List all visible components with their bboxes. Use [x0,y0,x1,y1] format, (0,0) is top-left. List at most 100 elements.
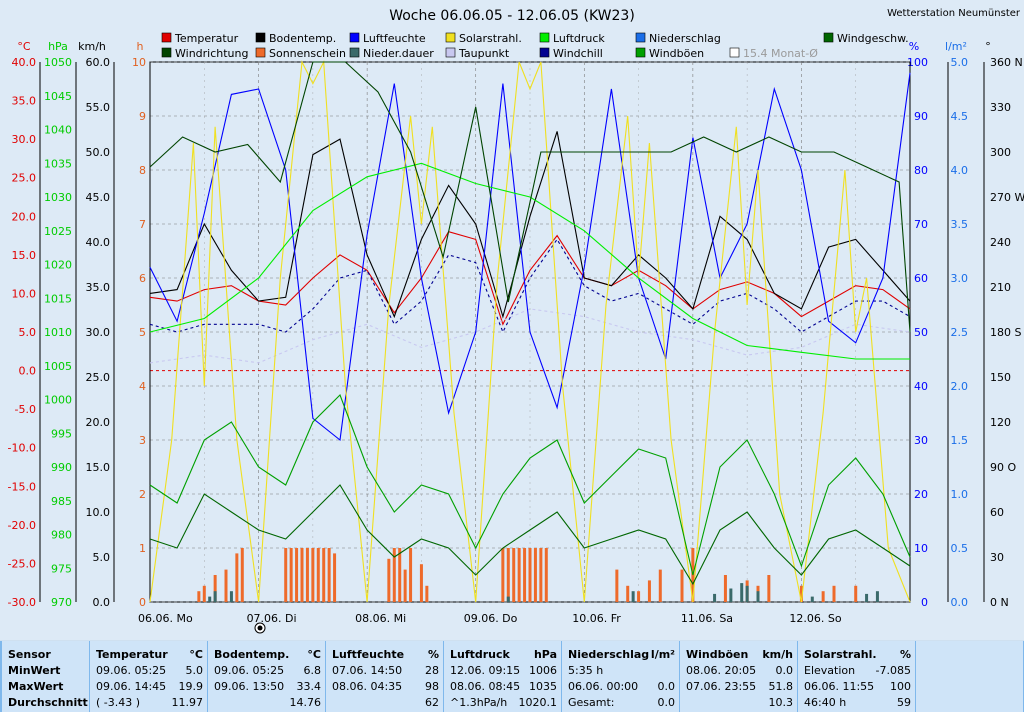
sunshine-bar [637,591,641,602]
stats-row: MinWert [8,663,85,679]
stats-cell-label: 08.06. 20:05 [686,664,757,677]
wind-tick-label: 55.0 [86,101,111,114]
temp-tick-label: -10.0 [8,442,36,455]
direction-tick-label: 150 [990,371,1011,384]
stats-column: Solarstrahl.% Elevation -7.085 06.06. 11:55… [798,641,916,712]
rain-bar [756,591,760,602]
stats-cell-label: 46:40 h [804,696,847,709]
stats-row: 10.3 [686,695,794,711]
sunshine-bar [392,548,396,602]
axis-unit-left: km/h [78,40,106,53]
stats-column: Luftfeuchte% 07.06. 14:50 28 08.06. 04:35 98… [326,641,444,712]
station-name: Wetterstation Neumünster [887,8,1021,19]
sunshine-bar [197,591,201,602]
x-tick-label: 07.06. Di [247,612,297,625]
sunshine-bar [658,569,662,602]
humidity-tick-label: 40 [914,380,928,393]
pressure-tick-label: 1050 [44,56,72,69]
humidity-tick-label: 90 [914,110,928,123]
rain-bar [865,593,869,602]
stats-cell-label: 08.06. 08:45 [450,680,521,693]
stats-header: Bodentemp. °C [214,647,321,663]
pressure-tick-label: 970 [51,596,72,609]
stats-row: 09.06. 13:50 33.4 [214,679,321,695]
sunshine-bar [333,553,337,602]
sunshine-bar [533,548,537,602]
stats-cell-label: 12.06. 09:15 [450,664,521,677]
stats-row: 09.06. 05:25 5.0 [96,663,203,679]
legend-label: 15.4 Monat-Ø [743,47,818,60]
stats-header-unit: % [427,648,439,661]
rain-tick-label: 0.5 [951,542,969,555]
legend-swatch [635,47,646,58]
pressure-tick-label: 985 [51,495,72,508]
legend-swatch [161,47,172,58]
sunshine-bar [300,548,304,602]
legend-label: Niederschlag [649,32,721,45]
x-tick-label: 06.06. Mo [138,612,193,625]
humidity-tick-label: 50 [914,326,928,339]
sunshine-bar [387,558,391,602]
temp-tick-label: -5.0 [15,403,36,416]
sunshine-bar [647,580,651,602]
stats-cell-label: 07.06. 23:55 [686,680,757,693]
sunshine-bar [425,585,429,602]
legend-swatch [823,32,834,43]
rain-bar [208,596,212,602]
temp-tick-label: 30.0 [12,133,37,146]
sunshine-bar [832,585,836,602]
legend-swatch [349,32,360,43]
stats-row: 08.06. 04:35 98 [332,679,439,695]
sunshine-bar [305,548,309,602]
series-line-windgeschw- [149,484,911,586]
sunshine-bar [284,548,288,602]
wind-tick-label: 0.0 [93,596,111,609]
stats-column: Luftdruck hPa 12.06. 09:15 1006 08.06. 08:45… [444,641,562,712]
stats-cell-value: 98 [425,680,439,693]
sunshine-bar [501,548,505,602]
sunshine-bar [723,575,727,602]
stats-row: 07.06. 14:50 28 [332,663,439,679]
stats-row: 12.06. 09:15 1006 [450,663,557,679]
x-tick-label: 11.06. Sa [681,612,733,625]
stats-header-unit: l/m² [650,648,675,661]
sunshine-tick-label: 2 [139,488,146,501]
sunshine-bar [680,569,684,602]
sunshine-bar [615,569,619,602]
stats-header-label: Sensor [8,648,51,661]
sunshine-bar [767,575,771,602]
direction-tick-label: 270 W [990,191,1024,204]
wind-tick-label: 40.0 [86,236,111,249]
stats-cell-label: Gesamt: [568,696,615,709]
series-line-luftdruck [149,162,910,360]
pressure-tick-label: 1040 [44,124,72,137]
temp-tick-label: -25.0 [8,557,36,570]
stats-cell-value: 0.0 [657,696,676,709]
stats-cell-value: 100 [890,680,911,693]
wind-tick-label: 60.0 [86,56,111,69]
stats-cell-label: 08.06. 04:35 [332,680,403,693]
rain-tick-label: 4.5 [951,110,969,123]
stats-cell-value: 11.97 [171,696,204,709]
stats-cell-label: 09.06. 14:45 [96,680,167,693]
rain-tick-label: 3.0 [951,272,969,285]
legend-label: Taupunkt [458,47,510,60]
sunshine-bar [544,548,548,602]
sunshine-bar [409,548,413,602]
temp-tick-label: 15.0 [12,249,37,262]
sunshine-bar [419,564,423,602]
stats-cell-label: Elevation [804,664,856,677]
direction-tick-label: 360 N [990,56,1023,69]
sunshine-bar [224,569,228,602]
direction-tick-label: 60 [990,506,1004,519]
axis-unit-right: l/m² [945,40,967,53]
sunshine-bar [854,585,858,602]
pressure-tick-label: 980 [51,529,72,542]
wind-tick-label: 35.0 [86,281,111,294]
stats-header: Solarstrahl.% [804,647,911,663]
temp-tick-label: 10.0 [12,287,37,300]
stats-row: 08.06. 08:45 1035 [450,679,557,695]
legend-swatch [445,47,456,58]
stats-row: ( -3.43 ) 11.97 [96,695,203,711]
sunshine-tick-label: 1 [139,542,146,555]
